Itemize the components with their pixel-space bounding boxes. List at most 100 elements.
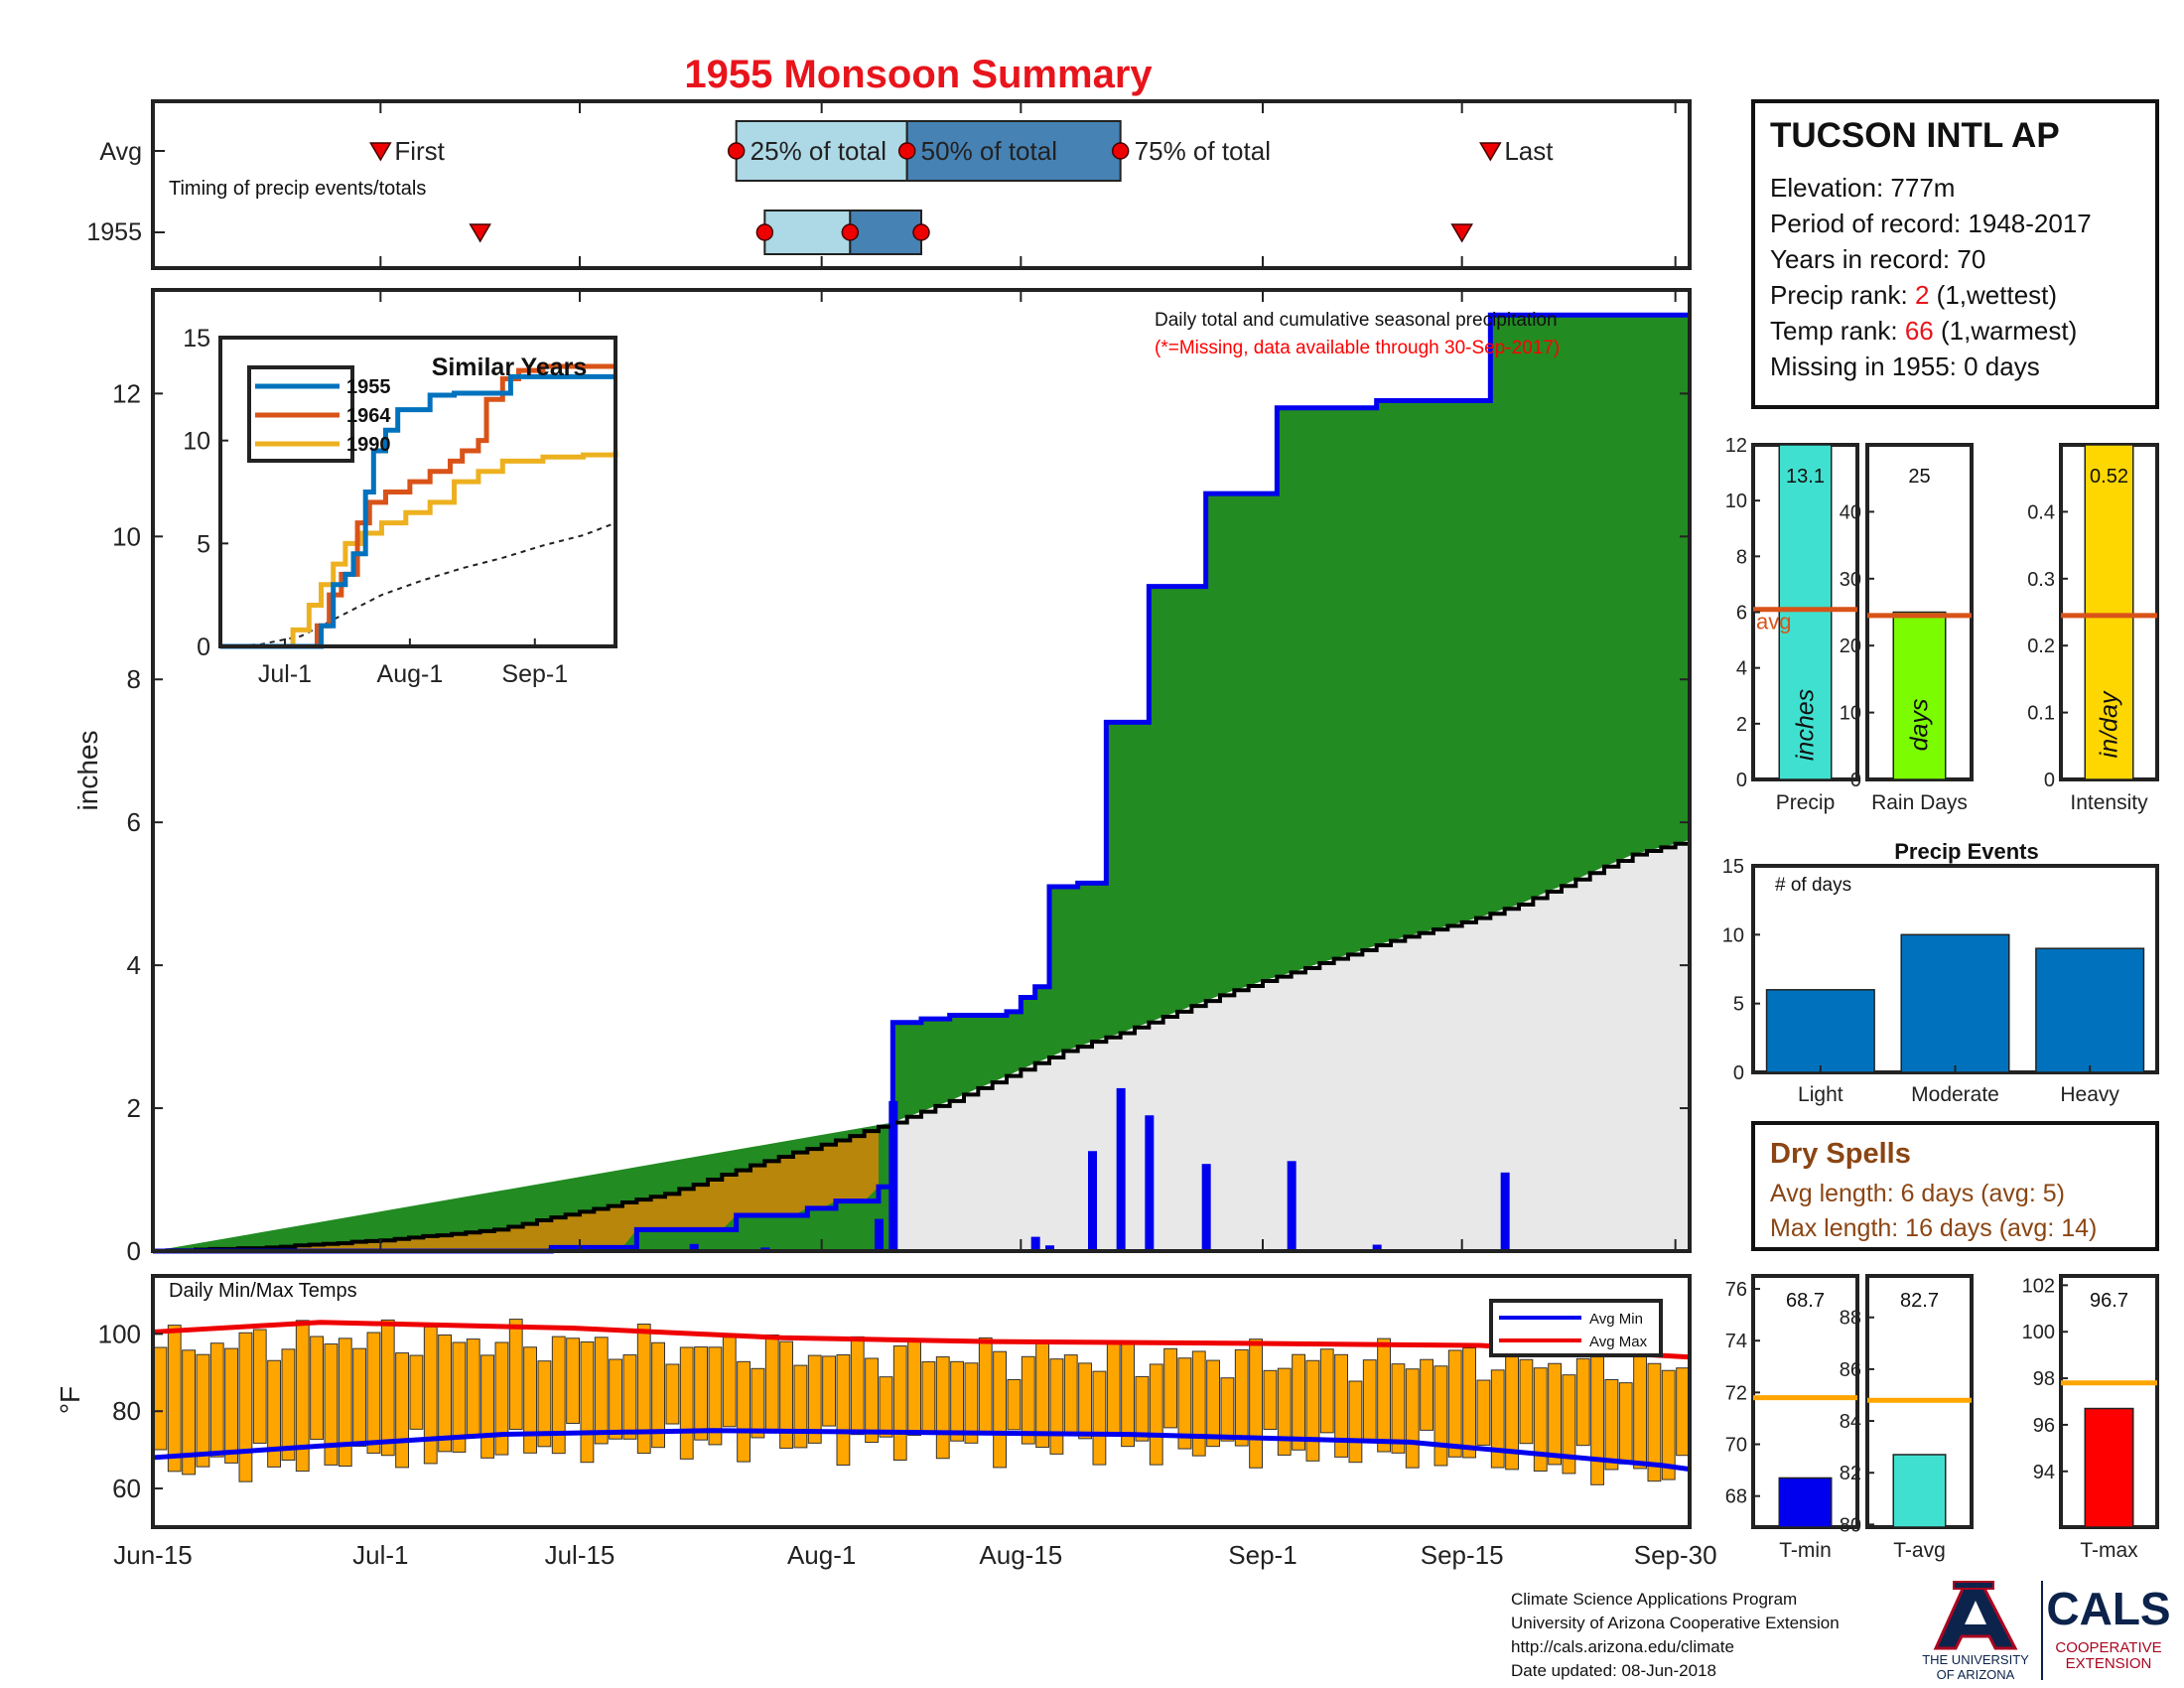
timing-triangle-last-1: [1450, 223, 1473, 243]
dry-spells-frame: [1751, 1121, 2159, 1251]
daily-temp-bar-52: [892, 1345, 907, 1461]
daily-temp-bar-2: [182, 1349, 197, 1476]
temps-legend: [1489, 1299, 1663, 1357]
daily-temp-bar-31: [594, 1336, 609, 1445]
daily-temp-bar-16: [380, 1319, 395, 1457]
timing-box-q25-q50-0: [735, 120, 908, 182]
events-bar-moderate: [1900, 933, 2010, 1073]
coop-line-1: COOPERATIVE: [2055, 1639, 2161, 1656]
main-xtick-label: Jul-15: [545, 1540, 615, 1570]
daily-temp-bar-39: [708, 1346, 723, 1446]
daily-temp-bar-20: [438, 1334, 452, 1453]
panel-tavg: 82.7 80 82 84 86 88 T-avg: [1840, 1274, 1974, 1562]
daily-temp-bar-91: [1447, 1349, 1462, 1458]
dry-spells-box: Dry Spells Avg length: 6 days (avg: 5) M…: [1751, 1121, 2159, 1251]
daily-temp-bar-45: [793, 1364, 808, 1449]
panel-ytick-label: 0.2: [2027, 635, 2055, 657]
events-xlabel: Light: [1798, 1083, 1843, 1106]
daily-temp-bar-73: [1191, 1350, 1206, 1457]
panel-bar-tavg: [1892, 1454, 1947, 1528]
daily-temp-bar-57: [964, 1362, 979, 1444]
panel-unit-summary_raindays: days: [1906, 699, 1934, 752]
station-info-box: TUCSON INTL AP Elevation: 777m Period of…: [1751, 99, 2159, 409]
panel-value-tavg: 82.7: [1900, 1290, 1939, 1312]
panel-ytick-label: 102: [2022, 1275, 2055, 1297]
daily-precip-bar-8: [1116, 1087, 1126, 1251]
panel-value-summary_precip: 13.1: [1786, 466, 1825, 488]
panel-ytick-label: 0.3: [2027, 569, 2055, 591]
daily-temp-bar-78: [1263, 1369, 1278, 1430]
inset-ytick-label: 15: [183, 325, 210, 352]
events-ytick-label: 10: [1722, 924, 1744, 946]
panel-ytick-label: 0: [1850, 770, 1861, 791]
daily-temp-bar-28: [551, 1336, 566, 1455]
inset-frame: [218, 336, 617, 648]
station-elevation: Elevation: 777m: [1770, 173, 1955, 203]
events-xlabel: Moderate: [1911, 1083, 1999, 1106]
timing-panel: Avg 1955 Timing of precip events/totals …: [86, 99, 1692, 270]
daily-temp-bar-75: [1220, 1377, 1235, 1442]
ua-line-1: THE UNIVERSITY: [1922, 1652, 2029, 1667]
inset-xtick-label: Aug-1: [377, 660, 444, 688]
panel-ytick-label: 98: [2033, 1368, 2055, 1390]
daily-temp-bar-64: [1063, 1354, 1078, 1437]
panel-ytick-label: 0: [2044, 770, 2055, 791]
daily-temp-bar-104: [1633, 1354, 1647, 1470]
inset-ytick-label: 0: [197, 633, 210, 661]
daily-temp-bar-33: [622, 1354, 637, 1440]
daily-temp-bar-99: [1562, 1374, 1576, 1475]
daily-temp-bar-74: [1206, 1359, 1220, 1448]
timing-triangle-last-0: [1479, 142, 1502, 162]
panel-summary_precip: 13.1 0 2 4 6 8 10 12 Precip inches avg: [1725, 435, 1859, 814]
daily-temp-bar-44: [779, 1340, 794, 1449]
dry-spells-max: Max length: 16 days (avg: 14): [1770, 1214, 2097, 1242]
inset-legend-label: 1964: [346, 405, 391, 427]
main-xtick-label: Aug-1: [787, 1540, 856, 1570]
daily-temp-bar-8: [267, 1359, 281, 1468]
daily-temp-bar-84: [1348, 1380, 1363, 1464]
daily-temp-bar-47: [822, 1355, 837, 1427]
avg-max-line: [152, 1320, 1691, 1360]
daily-temp-bar-0: [153, 1346, 168, 1451]
main-ytick-label: 10: [112, 521, 141, 551]
daily-temp-bar-101: [1590, 1345, 1604, 1485]
avg-min-line: [152, 1428, 1691, 1473]
daily-temps-chart: Daily Min/Max Temps °F 60 80 100 Avg Min A…: [55, 1274, 1692, 1529]
panel-bar-tmax: [2084, 1407, 2134, 1528]
daily-temp-bar-94: [1490, 1369, 1505, 1469]
daily-temp-bar-49: [850, 1336, 865, 1436]
daily-precip-bar-13: [1500, 1172, 1510, 1251]
daily-temp-bar-105: [1647, 1362, 1662, 1482]
panel-avg-label-summary_precip: avg: [1756, 610, 1791, 634]
timing-triangle-first-0: [369, 142, 392, 162]
daily-temp-bar-90: [1433, 1365, 1448, 1467]
panel-ytick-label: 96: [2033, 1415, 2055, 1437]
daily-temp-bar-89: [1420, 1358, 1433, 1431]
university-logo: THE UNIVERSITY OF ARIZONA CALS COOPERATI…: [1922, 1581, 2171, 1682]
daily-temp-bar-53: [907, 1340, 922, 1437]
daily-temp-bar-38: [694, 1346, 709, 1441]
panel-ytick-label: 2: [1736, 714, 1747, 736]
daily-temp-bar-93: [1476, 1379, 1491, 1446]
daily-temp-bar-60: [1007, 1378, 1022, 1431]
daily-temp-bar-27: [537, 1360, 552, 1448]
timing-marker-q25-1: [755, 223, 774, 241]
legend-avg-max: Avg Max: [1589, 1334, 1648, 1350]
panel-ytick-label: 88: [1840, 1308, 1861, 1330]
events-bar-light: [1765, 989, 1875, 1073]
daily-temp-bar-29: [566, 1337, 581, 1424]
daily-temp-bar-46: [807, 1354, 822, 1444]
events-ytick-label: 0: [1733, 1062, 1744, 1084]
panel-bar-summary_precip: [1778, 444, 1833, 780]
temps-ylabel: °F: [55, 1386, 85, 1414]
timing-label-last: Last: [1504, 136, 1554, 166]
main-ytick-label: 6: [127, 807, 141, 837]
daily-temp-bar-13: [338, 1337, 352, 1468]
main-note-2: (*=Missing, data available through 30-Se…: [1155, 338, 1560, 358]
station-frame: [1751, 99, 2159, 409]
daily-temp-bar-48: [836, 1354, 851, 1466]
timing-marker-q75-0: [1111, 142, 1130, 160]
main-ytick-label: 8: [127, 664, 141, 694]
daily-temp-bar-67: [1106, 1341, 1121, 1434]
daily-precip-bar-5: [1030, 1236, 1040, 1251]
